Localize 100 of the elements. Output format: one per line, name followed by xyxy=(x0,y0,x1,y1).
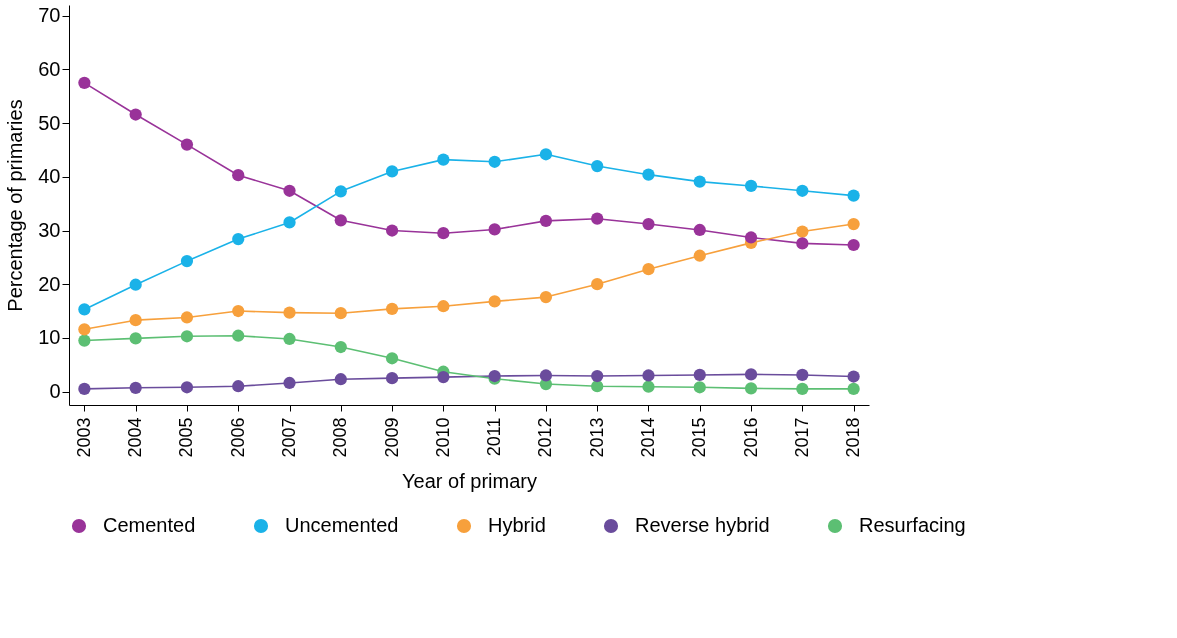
point xyxy=(488,295,501,308)
point xyxy=(334,373,347,386)
point xyxy=(232,304,245,318)
point xyxy=(232,380,245,393)
point xyxy=(539,214,553,227)
x-tick-label: 2013 xyxy=(586,417,607,458)
point xyxy=(847,382,860,395)
point xyxy=(693,381,706,394)
point xyxy=(642,168,655,181)
point xyxy=(180,255,194,268)
point xyxy=(744,368,758,381)
point xyxy=(334,307,347,320)
x-tick-label: 2017 xyxy=(791,417,812,458)
point xyxy=(591,212,604,225)
point xyxy=(385,372,399,385)
x-axis-title: Year of primary xyxy=(402,469,537,492)
point xyxy=(847,217,860,231)
x-tick-label: 2008 xyxy=(330,417,351,458)
point xyxy=(232,232,245,246)
x-tick-label: 2011 xyxy=(484,417,505,457)
y-tick-label: 40 xyxy=(38,165,61,188)
point xyxy=(642,369,655,382)
x-tick-label: 2014 xyxy=(637,417,658,458)
point xyxy=(78,303,91,316)
point xyxy=(78,76,91,89)
x-tick-label: 2016 xyxy=(740,417,761,458)
point xyxy=(283,332,296,346)
point xyxy=(283,216,296,229)
point xyxy=(437,153,450,166)
point xyxy=(642,217,655,231)
y-tick-label: 30 xyxy=(38,219,61,241)
legend-label: Resurfacing xyxy=(859,514,966,536)
point xyxy=(232,329,245,342)
point xyxy=(591,159,604,173)
point xyxy=(744,382,758,395)
point xyxy=(334,214,347,227)
point xyxy=(744,179,758,193)
point xyxy=(283,184,296,197)
point xyxy=(591,369,604,383)
point xyxy=(129,332,142,345)
point xyxy=(129,108,142,121)
point xyxy=(488,223,501,236)
y-tick-label: 50 xyxy=(38,111,61,134)
point xyxy=(180,381,194,394)
point xyxy=(847,189,860,202)
point xyxy=(693,368,706,382)
point xyxy=(78,334,91,347)
point xyxy=(693,223,706,237)
x-tick-label: 2012 xyxy=(535,417,556,458)
point xyxy=(744,231,758,244)
y-tick-label: 0 xyxy=(49,380,61,403)
point xyxy=(796,382,809,395)
point xyxy=(385,224,399,237)
point xyxy=(283,376,296,390)
point xyxy=(693,175,706,188)
point xyxy=(334,185,347,198)
x-tick-label: 2009 xyxy=(381,417,402,458)
point xyxy=(385,165,399,178)
point xyxy=(129,381,142,394)
x-tick-label: 2003 xyxy=(73,417,94,458)
point xyxy=(591,278,604,291)
y-tick-label: 60 xyxy=(38,57,61,80)
point xyxy=(539,369,553,382)
x-tick-label: 2006 xyxy=(227,417,248,458)
point xyxy=(539,148,553,161)
legend-label: Reverse hybrid xyxy=(635,514,770,536)
x-tick-label: 2010 xyxy=(432,417,453,458)
point xyxy=(796,225,809,238)
point xyxy=(334,340,347,354)
point xyxy=(385,302,399,315)
point xyxy=(437,227,450,240)
point xyxy=(78,323,91,336)
point xyxy=(693,249,706,262)
point xyxy=(796,184,809,197)
point xyxy=(385,352,399,365)
point xyxy=(283,306,296,319)
point xyxy=(232,169,245,182)
legend-label: Uncemented xyxy=(285,514,399,536)
point xyxy=(796,368,809,382)
point xyxy=(642,380,655,393)
point xyxy=(437,370,450,384)
point xyxy=(180,330,194,343)
point xyxy=(591,380,604,393)
x-tick-label: 2004 xyxy=(125,417,146,458)
x-tick-label: 2005 xyxy=(176,417,197,458)
point xyxy=(796,237,809,250)
point xyxy=(539,290,553,304)
x-tick-label: 2007 xyxy=(279,417,300,458)
point xyxy=(847,238,860,252)
point xyxy=(78,382,91,395)
point xyxy=(180,311,194,324)
point xyxy=(488,155,501,168)
legend-label: Cemented xyxy=(103,514,196,536)
x-tick-label: 2018 xyxy=(843,417,864,458)
point xyxy=(129,278,142,291)
y-tick-label: 10 xyxy=(38,326,61,349)
point xyxy=(847,370,860,383)
legend-label: Hybrid xyxy=(488,514,546,536)
point xyxy=(129,314,142,327)
x-tick-label: 2015 xyxy=(689,417,710,458)
